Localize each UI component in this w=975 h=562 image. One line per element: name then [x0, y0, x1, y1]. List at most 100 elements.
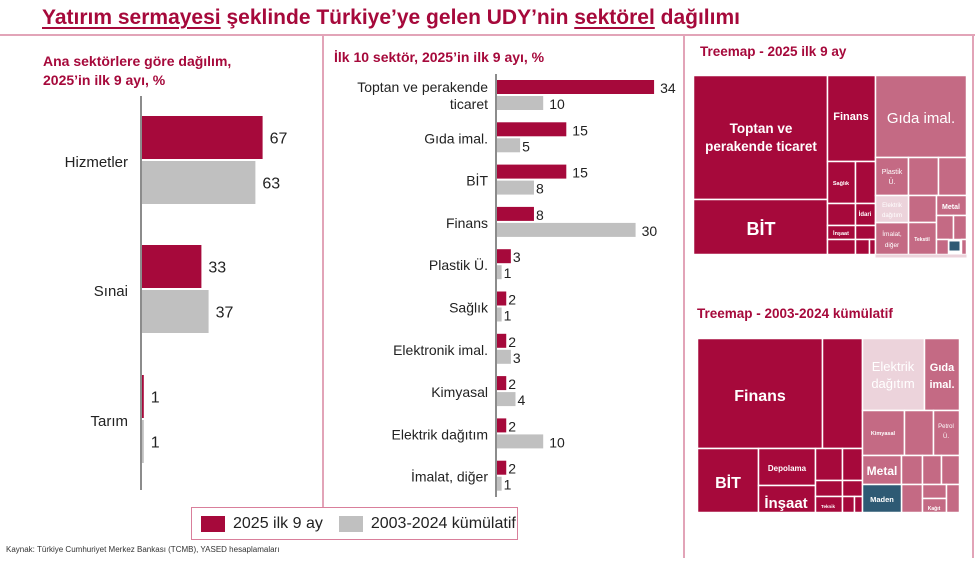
mid-bar-value-label: 5: [522, 138, 530, 154]
mid-category-label: Sağlık: [449, 300, 489, 316]
tm1-tile-p8: [960, 238, 968, 256]
mid-category-label: Plastik Ü.: [429, 256, 488, 273]
tm2-label-teknik: Teknik: [821, 504, 835, 509]
tm2-label-insaat: İnşaat: [764, 495, 807, 512]
left-bar-cumulative: [142, 161, 256, 204]
tm1-tile-p3: [907, 194, 938, 224]
tm1-label-imalat-2: diğer: [885, 242, 900, 249]
mid-bar-value-label: 2: [508, 418, 516, 434]
mid-bar-value-label: 3: [513, 350, 521, 366]
left-bar-2025: [142, 375, 144, 418]
mid-bar-value-label: 2: [508, 461, 516, 477]
mid-bar-value-label: 2: [508, 334, 516, 350]
tm2-label-finans: Finans: [734, 388, 786, 405]
mid-bar-value-label: 10: [549, 96, 565, 112]
tm2-label-metal: Metal: [867, 464, 898, 478]
tm1-tile-bit: [693, 198, 829, 256]
mid-bar-cumulative: [497, 476, 502, 491]
mid-bar-value-label: 2: [508, 292, 516, 308]
mid-bar-2025: [497, 206, 534, 221]
mid-bar-value-label: 1: [504, 265, 512, 281]
tm1-tile-imalat: [874, 221, 910, 256]
tm1-bottom-strip: [875, 254, 967, 258]
page-title: Yatırım sermayesi şeklinde Türkiye’ye ge…: [42, 6, 740, 30]
mid-bar-2025: [497, 460, 507, 475]
tm1-label-toptan-1: Toptan ve: [730, 121, 793, 136]
tm1-label-elektrik-1: Elektrik: [882, 203, 903, 209]
mid-bar-value-label: 15: [572, 165, 588, 181]
tm2-tile-r2: [814, 447, 844, 482]
header-divider: [0, 34, 975, 36]
tm1-tile-plastik: [874, 156, 910, 197]
legend-label-2025: 2025 ilk 9 ay: [233, 514, 323, 532]
treemap-2025: Toptan ve perakende ticaret BİT Finans G…: [693, 75, 968, 258]
tm1-tile-r1: [854, 160, 877, 205]
left-bar-2025: [142, 116, 263, 159]
tm1-tile-p5: [952, 214, 968, 241]
mid-bar-2025: [497, 122, 567, 137]
mid-category-label: Elektronik imal.: [393, 342, 488, 358]
tm1-tile-gida: [874, 75, 968, 159]
tm2-tile-r6: [841, 495, 856, 514]
divider-right-edge: [972, 35, 974, 558]
legend-swatch-cumulative: [338, 515, 363, 532]
mid-bar-2025: [497, 376, 507, 391]
tm1-label-saglik: Sağlık: [833, 181, 850, 187]
mid-bar-cumulative: [497, 222, 636, 237]
left-bar-value-label: 33: [208, 260, 226, 277]
left-bar-value-label: 63: [262, 176, 280, 193]
tm2-label-depolama: Depolama: [768, 464, 807, 473]
tm1-tile-r4: [826, 238, 857, 256]
mid-bar-cumulative: [497, 138, 521, 153]
tm2-label-gida-1: Gıda: [930, 362, 955, 374]
mid-bar-value-label: 2: [508, 376, 516, 392]
left-category-label: Hizmetler: [65, 154, 128, 171]
mid-bar-value-label: 10: [549, 434, 565, 450]
tm1-tile-toptan: [693, 75, 829, 201]
tm2-tile-r3: [841, 447, 864, 482]
source-note: Kaynak: Türkiye Cumhuriyet Merkez Bankas…: [6, 545, 280, 554]
tm1-label-finans: Finans: [833, 111, 868, 123]
tm1-label-metal: Metal: [942, 204, 960, 211]
tm2-label-kagit: Kağıt: [928, 506, 941, 512]
tm2-label-elektrik-2: dağıtım: [871, 376, 914, 391]
mid-bar-value-label: 1: [504, 308, 512, 324]
tm1-tile-r5: [854, 238, 871, 256]
left-chart-title-line2: 2025’in ilk 9 ayı, %: [43, 72, 166, 88]
tm2-label-gida-2: imal.: [929, 379, 954, 391]
mid-bar-value-label: 34: [660, 80, 676, 96]
tm2-tile-r4: [814, 479, 844, 498]
tm2-tile-p2: [900, 454, 924, 486]
tm1-label-bit: BİT: [747, 219, 776, 239]
left-category-label: Sınai: [94, 283, 128, 300]
mid-bar-value-label: 1: [504, 477, 512, 493]
mid-category-label: Elektrik dağıtım: [392, 426, 488, 442]
tm2-tile-r1: [821, 338, 864, 450]
mid-category-label: İmalat, diğer: [411, 468, 488, 485]
mid-bar-cumulative: [497, 349, 511, 364]
chart-legend: 2025 ilk 9 ay 2003-2024 kümülatif: [191, 507, 518, 540]
mid-category-label: ticaret: [450, 96, 488, 112]
legend-item-2025: 2025 ilk 9 ay: [201, 515, 323, 533]
mid-category-label: Kimyasal: [431, 384, 488, 400]
tm2-label-kimyasal: Kimyasal: [871, 431, 896, 437]
left-category-label: Tarım: [91, 413, 129, 430]
tm1-label-plastik-1: Plastik: [882, 169, 903, 176]
legend-swatch-2025: [201, 515, 225, 532]
tm1-label-idari: İdari: [859, 211, 872, 218]
tm1-tile-finans: [826, 75, 877, 163]
tm2-tile-finans: [697, 338, 824, 450]
tm2-label-petrol-1: Petrol: [938, 424, 954, 430]
left-bar-cumulative: [142, 290, 209, 333]
tm2-tile-petrol: [932, 409, 961, 457]
tm2-label-bit: BİT: [715, 474, 741, 492]
divider-left-middle: [322, 35, 324, 511]
tm2-tile-r5: [841, 479, 864, 498]
tm1-tile-r3: [854, 224, 877, 241]
mid-bar-2025: [497, 291, 507, 306]
tm2-tile-r7: [853, 495, 864, 514]
tm1-tile-p1: [907, 156, 940, 197]
mid-bar-cumulative: [497, 96, 544, 110]
tm2-tile-depolama: [757, 447, 817, 487]
